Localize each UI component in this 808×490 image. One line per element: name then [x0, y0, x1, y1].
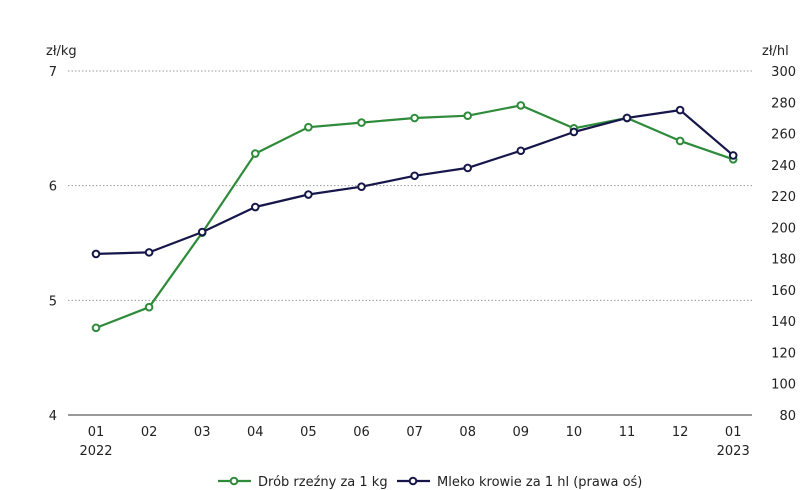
right-tick-label: 100: [771, 378, 796, 393]
legend-item-drob[interactable]: Drób rzeźny za 1 kg: [218, 475, 388, 490]
data-point-1: [675, 105, 685, 115]
right-tick-label: 120: [771, 346, 796, 361]
left-tick-label: 6: [49, 180, 57, 195]
left-axis-unit: zł/kg: [46, 44, 77, 59]
left-tick-label: 5: [49, 294, 57, 309]
right-axis-ticks: 80 100 120 140 160 180 200 220 240 260 280 300: [771, 65, 796, 424]
data-point-0: [144, 302, 154, 312]
right-tick-label: 300: [771, 65, 796, 80]
series-points: [91, 101, 738, 333]
x-tick-label: 08: [459, 425, 476, 440]
legend-marker-mleko: [408, 476, 418, 486]
data-point-1: [91, 249, 101, 259]
x-tick-label: 04: [247, 425, 264, 440]
x-tick-label: 07: [406, 425, 423, 440]
data-point-0: [410, 113, 419, 123]
x-tick-label: 06: [353, 425, 370, 440]
data-point-0: [516, 101, 526, 110]
data-point-1: [251, 202, 260, 212]
x-tick-label: 03: [194, 425, 211, 440]
data-point-1: [728, 151, 738, 160]
x-tick-label: 09: [513, 425, 530, 440]
series-line-0: [95, 104, 734, 329]
data-point-1: [516, 146, 526, 156]
legend-label-drob: Drób rzeźny za 1 kg: [258, 475, 388, 490]
data-point-0: [91, 323, 101, 333]
data-point-1: [569, 127, 579, 137]
right-axis-unit: zł/hl: [762, 44, 789, 59]
x-tick-label: 12: [672, 425, 689, 440]
x-tick-label: 05: [300, 425, 317, 440]
data-point-1: [197, 227, 207, 237]
data-point-1: [304, 190, 313, 199]
x-tick-label: 02: [141, 425, 158, 440]
x-tick-label: 10: [566, 425, 583, 440]
x-year-label: 2022: [79, 444, 112, 459]
series-lines: [95, 104, 734, 329]
right-tick-label: 140: [771, 315, 796, 330]
data-point-1: [410, 171, 419, 181]
data-point-1: [144, 248, 154, 257]
x-axis-ticks: 01 02 03 04 05 06 07 08 09 10 11 12 01 2022 2023: [79, 425, 749, 459]
legend: Drób rzeźny za 1 kg Mleko krowie za 1 hl…: [218, 475, 642, 490]
right-tick-label: 160: [771, 284, 796, 299]
data-point-0: [463, 111, 473, 121]
data-point-0: [675, 136, 685, 146]
legend-item-mleko[interactable]: Mleko krowie za 1 hl (prawa oś): [397, 475, 642, 490]
data-point-1: [622, 113, 632, 123]
series-line-1: [95, 108, 734, 255]
legend-marker-drob: [229, 476, 239, 486]
gridlines: [68, 70, 752, 301]
data-point-0: [304, 122, 313, 132]
x-year-label: 2023: [717, 444, 750, 459]
right-tick-label: 200: [771, 221, 796, 236]
x-tick-label: 11: [619, 425, 636, 440]
right-tick-label: 260: [771, 128, 796, 143]
data-point-0: [357, 118, 366, 127]
data-point-1: [463, 163, 473, 173]
data-point-0: [251, 149, 260, 158]
left-tick-label: 4: [49, 409, 57, 424]
data-point-1: [357, 182, 366, 192]
legend-label-mleko: Mleko krowie za 1 hl (prawa oś): [437, 475, 642, 490]
left-tick-label: 7: [49, 65, 57, 80]
x-tick-label: 01: [88, 425, 105, 440]
right-tick-label: 180: [771, 253, 796, 268]
right-tick-label: 280: [771, 96, 796, 111]
left-axis-ticks: 4 5 6 7: [49, 65, 57, 424]
right-tick-label: 220: [771, 190, 796, 205]
right-tick-label: 240: [771, 159, 796, 174]
right-tick-label: 80: [779, 409, 796, 424]
x-tick-label: 01: [725, 425, 742, 440]
